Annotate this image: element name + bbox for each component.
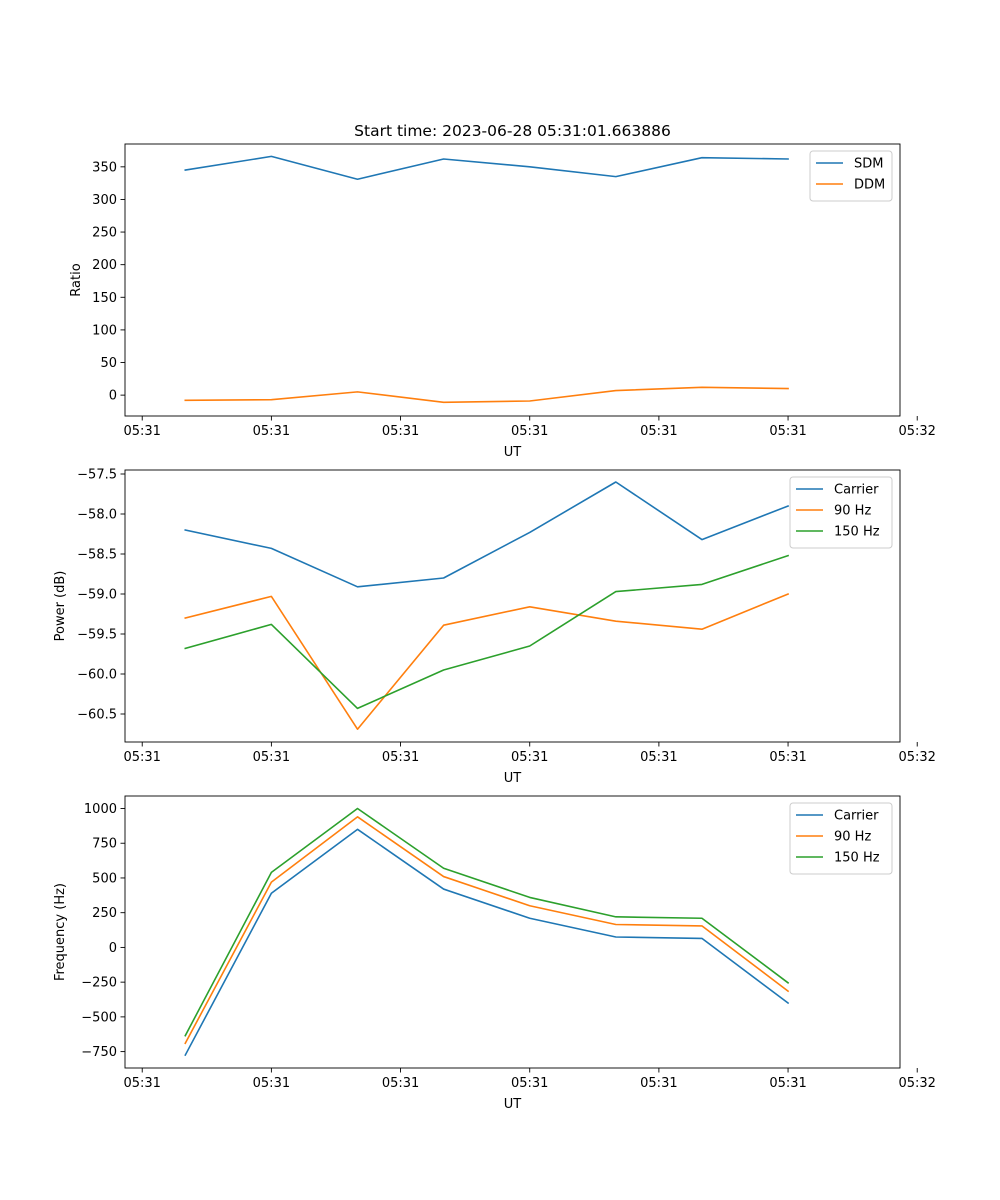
- axes-frame: [124, 469, 901, 743]
- x-tick-label: 05:31: [253, 424, 290, 439]
- x-axis-label: UT: [504, 445, 522, 460]
- x-tick-label: 05:31: [769, 1076, 806, 1091]
- series-line-90-hz: [184, 816, 790, 1045]
- x-tick-label: 05:31: [511, 424, 548, 439]
- y-tick-label: −59.5: [77, 628, 117, 643]
- series-line-150-hz: [184, 554, 790, 710]
- y-tick-label: −750: [81, 1045, 117, 1060]
- x-tick-label: 05:31: [511, 750, 548, 765]
- legend-label: 150 Hz: [834, 525, 880, 540]
- series-line-150-hz: [184, 807, 790, 1037]
- legend: Carrier 90 Hz 150 Hz: [789, 802, 893, 875]
- x-axis-label: UT: [504, 1097, 522, 1112]
- y-tick-label: 750: [92, 837, 117, 852]
- x-tick-label: 05:32: [898, 750, 935, 765]
- x-tick-label: 05:32: [898, 424, 935, 439]
- y-tick-label: 0: [109, 389, 117, 404]
- y-tick-label: −57.5: [77, 468, 117, 483]
- x-tick-label: 05:31: [123, 1076, 160, 1091]
- y-tick-label: −500: [81, 1010, 117, 1025]
- legend-label: 90 Hz: [834, 504, 871, 519]
- y-tick-label: −60.5: [77, 708, 117, 723]
- axes-frame: [124, 143, 901, 417]
- legend: SDM DDM: [809, 150, 893, 202]
- y-tick-label: 300: [92, 193, 117, 208]
- x-tick-label: 05:31: [769, 424, 806, 439]
- y-tick-label: 500: [92, 871, 117, 886]
- y-tick-label: −250: [81, 976, 117, 991]
- y-axis-label: Ratio: [69, 263, 84, 296]
- y-axis-label: Power (dB): [53, 571, 68, 642]
- axes-frame: [124, 795, 901, 1069]
- y-tick-label: −60.0: [77, 668, 117, 683]
- subplot-2: 05:31 05:31 05:31 05:31 05:31 05:31 05:32 −60.5…: [53, 468, 936, 787]
- y-tick-label: 50: [100, 356, 117, 371]
- x-tick-label: 05:31: [123, 750, 160, 765]
- x-tick-label: 05:31: [511, 1076, 548, 1091]
- subplot-1: 05:31 05:31 05:31 05:31 05:31 05:31 05:32 0 50 10…: [69, 122, 936, 460]
- legend-label: 90 Hz: [834, 830, 871, 845]
- subplot-3: 05:31 05:31 05:31 05:31 05:31 05:31 05:32 −750 −…: [53, 795, 936, 1112]
- x-axis-label: UT: [504, 771, 522, 786]
- series-line-carrier: [184, 828, 790, 1057]
- legend-label: 150 Hz: [834, 851, 880, 866]
- x-tick-label: 05:31: [640, 750, 677, 765]
- series-line-ddm: [184, 386, 789, 404]
- chart-title: Start time: 2023-06-28 05:31:01.663886: [354, 122, 671, 140]
- legend: Carrier 90 Hz 150 Hz: [789, 476, 893, 549]
- y-tick-label: 150: [92, 291, 117, 306]
- y-tick-label: 100: [92, 323, 117, 338]
- legend-label: SDM: [854, 157, 883, 172]
- x-tick-label: 05:31: [382, 424, 419, 439]
- x-tick-label: 05:31: [253, 750, 290, 765]
- y-tick-label: 250: [92, 226, 117, 241]
- y-tick-label: 1000: [84, 802, 117, 817]
- x-tick-label: 05:31: [769, 750, 806, 765]
- y-tick-label: −59.0: [77, 588, 117, 603]
- y-axis-label: Frequency (Hz): [53, 883, 68, 981]
- x-tick-label: 05:31: [382, 750, 419, 765]
- series-line-carrier: [184, 481, 790, 588]
- x-tick-label: 05:31: [123, 424, 160, 439]
- y-tick-label: 200: [92, 258, 117, 273]
- y-tick-label: −58.5: [77, 548, 117, 563]
- y-tick-label: 350: [92, 160, 117, 175]
- series-line-90-hz: [184, 592, 790, 731]
- x-tick-label: 05:32: [898, 1076, 935, 1091]
- x-tick-label: 05:31: [640, 1076, 677, 1091]
- x-tick-label: 05:31: [640, 424, 677, 439]
- x-tick-label: 05:31: [382, 1076, 419, 1091]
- legend-label: Carrier: [834, 809, 879, 824]
- y-tick-label: 0: [109, 941, 117, 956]
- y-tick-label: −58.0: [77, 508, 117, 523]
- x-tick-label: 05:31: [253, 1076, 290, 1091]
- y-tick-label: 250: [92, 906, 117, 921]
- legend-label: DDM: [854, 178, 885, 193]
- series-line-sdm: [184, 155, 789, 181]
- legend-label: Carrier: [834, 483, 879, 498]
